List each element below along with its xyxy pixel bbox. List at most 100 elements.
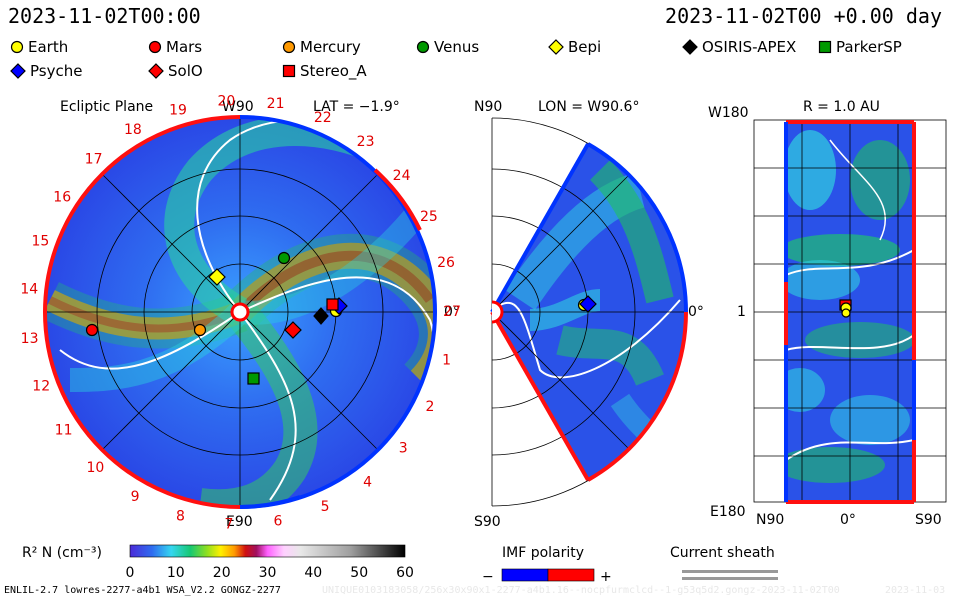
colorbar-label: R² N (cm⁻³) <box>22 545 102 561</box>
carrington-label: 9 <box>131 489 140 505</box>
carrington-label: 22 <box>314 110 332 126</box>
meridional-psyche-marker-icon <box>579 295 597 313</box>
ecliptic-imf-rim-negative <box>43 311 241 509</box>
parkersp-marker-icon <box>247 372 260 385</box>
legend-item-mars: Mars <box>148 38 202 56</box>
carrington-label: 3 <box>399 440 408 456</box>
carrington-label: 25 <box>420 209 438 225</box>
carrington-label: 21 <box>267 96 285 112</box>
bepi-marker-icon <box>548 39 564 55</box>
carrington-label: 23 <box>357 134 375 150</box>
ecliptic-bottom-label: E90 <box>226 514 253 530</box>
datetime-left: 2023-11-02T00:00 <box>8 4 201 28</box>
parkersp-marker-icon <box>818 40 832 54</box>
legend-item-psyche: Psyche <box>10 62 82 80</box>
meridional-sun-marker-icon <box>491 300 504 324</box>
colorbar-tick-label: 10 <box>167 565 185 581</box>
radius-top-left-label: W180 <box>708 105 749 121</box>
venus-marker-icon <box>416 40 430 54</box>
imf-plus-label: + <box>600 569 612 585</box>
colorbar-tick-label: 20 <box>213 565 231 581</box>
bepi-marker-icon <box>208 268 226 286</box>
carrington-label: 12 <box>32 379 50 395</box>
earth-marker-icon <box>10 40 24 54</box>
venus-marker-icon <box>277 251 291 265</box>
mercury-marker-icon <box>193 323 207 337</box>
legend-item-bepi: Bepi <box>548 38 601 56</box>
ecliptic-lat-label: LAT = −1.9° <box>313 99 400 115</box>
ecliptic-right-label: 0° <box>444 304 460 320</box>
mars-marker-icon <box>85 323 99 337</box>
carrington-label: 4 <box>363 474 372 490</box>
current-sheath-line <box>682 570 778 573</box>
legend-label: Bepi <box>568 38 602 56</box>
radius-mid-left-label: 1 <box>737 304 746 320</box>
legend-item-stereo-a: Stereo_A <box>282 62 367 80</box>
mercury-marker-icon <box>282 40 296 54</box>
colorbar-tick-label: 40 <box>304 565 322 581</box>
sun-marker-icon <box>230 302 250 322</box>
carrington-label: 27 <box>443 304 461 320</box>
ecliptic-body-markers <box>85 251 348 385</box>
meridional-lon-label: LON = W90.6° <box>538 99 639 115</box>
radius-r-label: R = 1.0 AU <box>803 99 880 115</box>
imf-positive-swatch <box>547 568 595 582</box>
current-sheath-title: Current sheath <box>670 545 775 561</box>
meridional-right-label: 0° <box>688 304 704 320</box>
ecliptic-top-label: W90 <box>222 99 254 115</box>
solo-marker-icon <box>284 321 302 339</box>
legend-item-venus: Venus <box>416 38 479 56</box>
legend-label: ParkerSP <box>836 38 902 56</box>
stereo-a-marker-icon <box>326 298 339 311</box>
carrington-label: 24 <box>393 168 411 184</box>
legend-label: Mars <box>166 38 203 56</box>
psyche-marker-icon <box>10 63 26 79</box>
carrington-label: 16 <box>53 190 71 206</box>
footer-run-id: UNIQUE0103183058/256x30x90x1-2277-a4b1.1… <box>322 585 840 596</box>
imf-minus-label: − <box>482 569 494 585</box>
colorbar-tick-label: 50 <box>350 565 368 581</box>
colorbar-tick-label: 0 <box>126 565 135 581</box>
legend-label: OSIRIS-APEX <box>702 38 797 56</box>
datetime-right: 2023-11-02T00 +0.00 day <box>665 4 942 28</box>
legend-label: SolO <box>168 62 203 80</box>
carrington-label: 18 <box>124 122 142 138</box>
imf-negative-swatch <box>501 568 549 582</box>
carrington-label: 8 <box>176 508 185 524</box>
carrington-label: 26 <box>437 255 455 271</box>
imf-title: IMF polarity <box>502 545 584 561</box>
meridional-top-label: N90 <box>474 99 502 115</box>
legend-item-mercury: Mercury <box>282 38 361 56</box>
legend-item-earth: Earth <box>10 38 68 56</box>
carrington-label: 14 <box>20 282 38 298</box>
radius-axis-0: 0° <box>840 512 856 528</box>
legend: Earth Mars Mercury Venus Bepi OSIRIS-APE… <box>10 38 950 84</box>
carrington-label: 17 <box>85 152 103 168</box>
carrington-label: 15 <box>31 234 49 250</box>
colorbar-ticks: 0 10 20 30 40 50 60 <box>126 565 414 581</box>
carrington-label: 19 <box>169 102 187 118</box>
meridional-density-map <box>492 144 685 480</box>
ecliptic-title: Ecliptic Plane <box>60 99 153 115</box>
radius-axis-n90: N90 <box>756 512 784 528</box>
carrington-label: 20 <box>217 93 235 109</box>
radius-bottom-left-label: E180 <box>710 504 746 520</box>
osiris-apex-marker-icon <box>682 39 698 55</box>
carrington-label: 13 <box>21 331 39 347</box>
carrington-label: 7 <box>224 517 233 533</box>
legend-item-osiris-apex: OSIRIS-APEX <box>682 38 796 56</box>
radius-axis-s90: S90 <box>915 512 942 528</box>
legend-item-parkersp: ParkerSP <box>818 38 902 56</box>
legend-label: Psyche <box>30 62 83 80</box>
meridional-bottom-label: S90 <box>474 514 501 530</box>
legend-label: Mercury <box>300 38 361 56</box>
footer-date: 2023-11-03 <box>885 585 946 596</box>
osiris-apex-marker-icon <box>313 307 329 325</box>
carrington-label: 11 <box>55 423 73 439</box>
carrington-label: 6 <box>274 514 283 530</box>
legend-label: Earth <box>28 38 69 56</box>
legend-label: Stereo_A <box>300 62 367 80</box>
stereo-a-marker-icon <box>282 64 296 78</box>
